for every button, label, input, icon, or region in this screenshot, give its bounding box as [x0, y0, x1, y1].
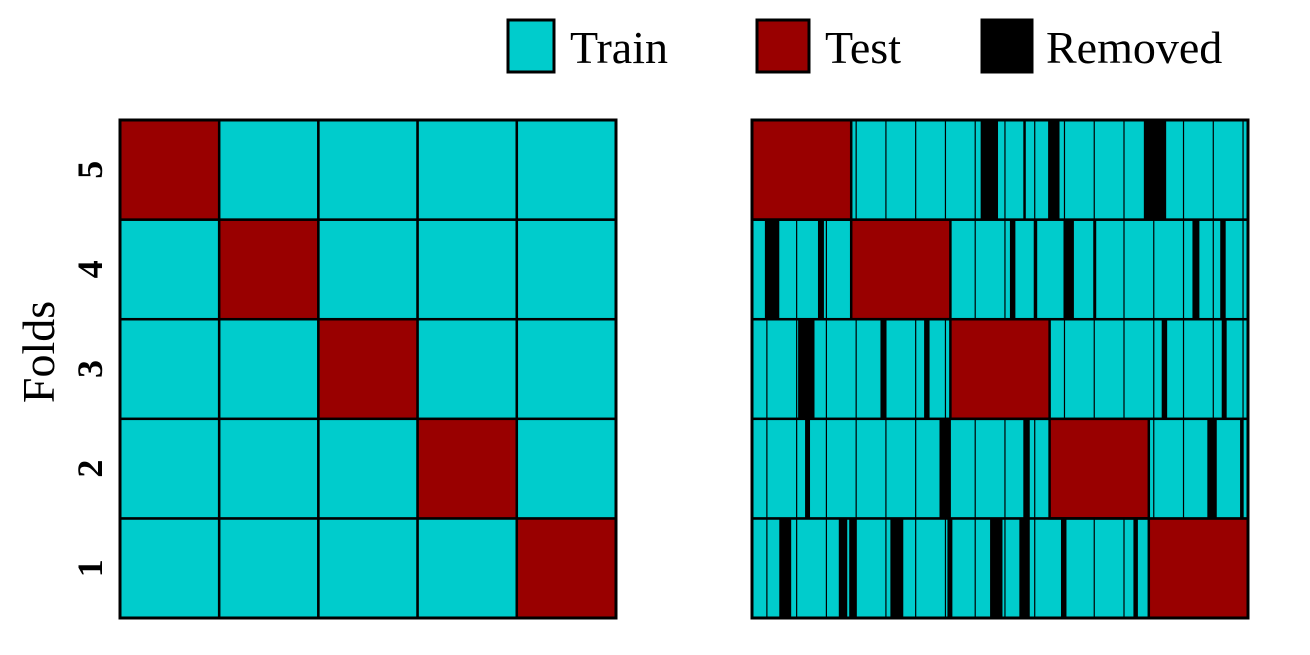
panel-kfold-with-removal: [750, 118, 1250, 620]
legend-train-swatch: [506, 18, 556, 74]
r-fold-5-removed-2: [1023, 120, 1026, 220]
fold-tick-2: 2: [70, 460, 110, 478]
fold-4-block-1-train: [118, 218, 221, 321]
r-fold-2-test-block: [1048, 417, 1151, 520]
r-fold-2-train-row: [752, 418, 1248, 519]
legend-removed-swatch: [980, 18, 1034, 74]
r-fold-1-removed-5: [947, 518, 953, 618]
fold-4-block-3-train: [317, 218, 419, 321]
r-fold-3-removed-3: [924, 319, 930, 419]
left-panel-frame: [118, 118, 618, 620]
r-fold-1-removed-4: [890, 518, 904, 618]
fold-5-block-1-test: [118, 118, 221, 221]
fold-5-block-5-train: [515, 118, 618, 221]
fold-2-block-1-train: [118, 417, 221, 520]
r-fold-1-removed-1: [779, 518, 792, 618]
r-fold-2-removed-1: [805, 418, 811, 519]
legend: Train Test Removed: [506, 18, 1222, 74]
r-fold-5-removed-3: [1048, 120, 1060, 220]
r-fold-3-removed-4: [1161, 319, 1168, 419]
fold-4-block-5-train: [515, 218, 618, 321]
r-fold-4-removed-3: [1009, 219, 1016, 320]
r-fold-2-removed-5: [1240, 418, 1244, 519]
fold-1-block-3-train: [317, 517, 419, 620]
r-fold-1-removed-3: [849, 518, 857, 618]
r-fold-4-removed-2: [817, 219, 824, 320]
fold-3-block-3-test: [317, 317, 419, 421]
fold-3-block-4-train: [416, 317, 519, 421]
fold-3-block-2-train: [217, 317, 320, 421]
legend-train-label: Train: [570, 22, 668, 73]
r-fold-4-removed-5: [1063, 219, 1074, 320]
fold-1-block-5-test: [515, 517, 618, 620]
r-fold-4-train-row: [752, 219, 1248, 320]
r-fold-1-test-block: [1147, 517, 1250, 620]
fold-5-block-2-train: [217, 118, 320, 221]
legend-removed-label: Removed: [1046, 22, 1222, 73]
fold-1-block-1-train: [118, 517, 221, 620]
r-fold-1-removed-7: [1019, 518, 1030, 618]
fold-3-block-1-train: [118, 317, 221, 421]
r-fold-5-test-block: [750, 118, 853, 221]
r-fold-2-removed-2: [939, 418, 951, 519]
r-fold-4-removed-8: [1220, 219, 1226, 320]
fold-5-block-3-train: [317, 118, 419, 221]
r-fold-1-removed-2: [838, 518, 848, 618]
fold-4-block-2-test: [217, 218, 320, 321]
r-fold-3-test-block: [949, 317, 1051, 421]
y-axis-label: Folds: [13, 301, 64, 403]
legend-test-swatch: [755, 18, 811, 74]
r-fold-5-removed-1: [980, 120, 999, 220]
r-fold-4-removed-4: [1033, 219, 1038, 320]
fold-tick-labels: 1 2 3 4 5: [70, 161, 110, 577]
r-fold-3-removed-5: [1221, 319, 1227, 419]
fold-4-block-4-train: [416, 218, 519, 321]
fold-2-block-5-train: [515, 417, 618, 520]
legend-test-label: Test: [825, 22, 901, 73]
fold-tick-1: 1: [70, 559, 110, 577]
r-fold-1-removed-8: [1061, 518, 1067, 618]
fold-2-block-4-test: [416, 417, 519, 520]
r-fold-3-removed-2: [880, 319, 886, 419]
fold-1-block-4-train: [416, 517, 519, 620]
r-fold-2-removed-4: [1207, 418, 1217, 519]
r-fold-5-removed-4: [1143, 120, 1167, 220]
r-fold-4-test-block: [849, 218, 952, 321]
r-fold-4-removed-7: [1192, 219, 1200, 320]
r-fold-4-removed-1: [764, 219, 780, 320]
fold-3-block-5-train: [515, 317, 618, 421]
right-panel-frame: [750, 118, 1250, 620]
fold-tick-4: 4: [70, 260, 110, 278]
r-fold-3-removed-1: [798, 319, 815, 419]
r-fold-1-removed-9: [1133, 518, 1138, 618]
fold-tick-3: 3: [70, 360, 110, 378]
fold-5-block-4-train: [416, 118, 519, 221]
fold-2-block-2-train: [217, 417, 320, 520]
r-fold-1-removed-6: [990, 518, 1003, 618]
fold-tick-5: 5: [70, 161, 110, 179]
r-fold-2-removed-3: [1023, 418, 1030, 519]
fold-2-block-3-train: [317, 417, 419, 520]
panel-standard-kfold: [118, 118, 618, 620]
r-fold-4-removed-6: [1093, 219, 1097, 320]
fold-1-block-2-train: [217, 517, 320, 620]
